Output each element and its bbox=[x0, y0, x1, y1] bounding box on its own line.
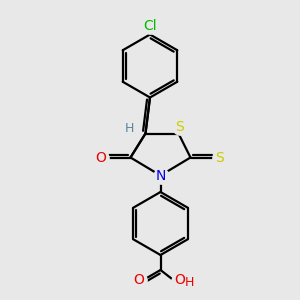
Text: S: S bbox=[215, 151, 224, 164]
Text: N: N bbox=[155, 169, 166, 183]
Text: H: H bbox=[185, 275, 194, 289]
Text: H: H bbox=[125, 122, 135, 135]
Text: O: O bbox=[96, 151, 106, 164]
Text: Cl: Cl bbox=[143, 19, 157, 33]
Text: S: S bbox=[176, 120, 184, 134]
Text: O: O bbox=[174, 274, 185, 287]
Text: O: O bbox=[133, 273, 144, 286]
